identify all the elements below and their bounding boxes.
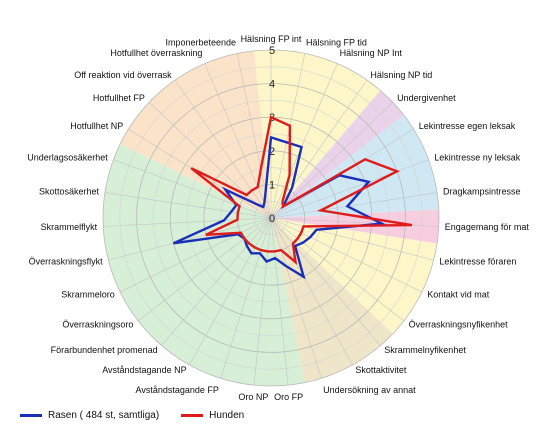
category-label: Avståndstagande FP <box>136 385 219 395</box>
tick-label: 1 <box>269 179 275 191</box>
category-label: Överraskningsoro <box>62 320 133 330</box>
series-line-rasen <box>172 135 386 280</box>
grid-spoke <box>270 217 381 346</box>
grid-spoke <box>270 159 429 219</box>
category-label: Hälsning NP Int <box>340 48 403 58</box>
sector-band-6 <box>103 144 305 386</box>
category-label: Dragkampsintresse <box>443 187 521 197</box>
grid-spoke <box>189 217 272 366</box>
tick-label: 4 <box>269 79 275 91</box>
category-label: Undersökning av annat <box>323 385 416 395</box>
category-label: Skottosäkerhet <box>39 187 100 197</box>
grid-spoke <box>253 217 272 386</box>
legend-item-rasen: Rasen ( 484 st, samtliga) <box>20 410 159 421</box>
grid-spoke <box>270 79 368 219</box>
grid-spoke <box>270 217 434 261</box>
tick-label: 0 <box>269 213 275 225</box>
category-label: Undergivenhet <box>397 93 456 103</box>
category-label: Hotfullhet NP <box>70 121 123 131</box>
category-label: Skottaktivitet <box>355 365 407 375</box>
category-label: Hälsning FP int <box>241 34 302 44</box>
grid-spoke <box>270 217 422 293</box>
category-label: Skrammelflykt <box>41 222 98 232</box>
grid-spoke <box>270 102 393 219</box>
legend-swatch-hunden <box>181 414 204 417</box>
grid-spoke <box>120 217 272 293</box>
grid-spoke <box>103 217 272 227</box>
category-label: Imponerbeteende <box>165 38 236 48</box>
category-label: Oro NP <box>238 392 268 402</box>
grid-spoke <box>270 192 438 219</box>
grid-spoke <box>270 217 289 386</box>
series-line-hunden <box>190 115 413 266</box>
grid-spoke <box>137 217 272 322</box>
category-label: Skrammeloro <box>61 290 115 300</box>
category-label: Hälsning NP tid <box>370 70 432 80</box>
category-label: Off reaktion vid överrask <box>74 70 172 80</box>
category-label: Lekintresse ny leksak <box>434 153 521 163</box>
category-label: Förarbundenhet promenad <box>51 345 158 355</box>
sector-band-7 <box>120 50 271 218</box>
legend-swatch-rasen <box>20 414 42 417</box>
grid-spoke <box>220 217 272 379</box>
category-label: Överraskningsflykt <box>29 257 104 267</box>
category-label: Underlagsosäkerhet <box>27 153 108 163</box>
sector-band-0 <box>254 50 381 219</box>
grid-spoke <box>149 102 272 219</box>
sector-band-5 <box>271 218 393 383</box>
category-label: Avståndstagande NP <box>102 365 186 375</box>
grid-spoke <box>104 192 272 219</box>
grid-spoke <box>108 217 272 261</box>
legend-label-hunden: Hunden <box>209 410 245 421</box>
grid-spoke <box>113 159 272 219</box>
grid-spoke <box>174 79 272 219</box>
grid-spoke <box>270 217 322 379</box>
category-label: Hotfullhet överraskning <box>110 48 202 58</box>
category-label: Engagemang för mat <box>445 222 530 232</box>
grid-spoke <box>270 53 306 219</box>
category-label: Lekintresse föraren <box>439 257 516 267</box>
sector-band-2 <box>271 115 439 218</box>
category-label: Hälsning FP tid <box>306 38 367 48</box>
category-label: Överraskningsnyfikenhet <box>409 320 509 330</box>
category-label: Lekintresse egen leksak <box>419 121 516 131</box>
legend-item-hunden: Hunden <box>181 410 244 421</box>
category-label: Skrammelnyfikenhet <box>384 345 466 355</box>
tick-label: 5 <box>269 45 275 57</box>
legend: Rasen ( 484 st, samtliga) Hunden <box>20 410 266 421</box>
tick-label: 2 <box>269 146 275 158</box>
grid-spoke <box>270 217 405 322</box>
category-label: Oro FP <box>274 392 303 402</box>
grid-spoke <box>161 217 272 346</box>
category-label: Kontakt vid mat <box>427 290 490 300</box>
grid-spoke <box>270 63 338 219</box>
series-lines <box>172 115 413 280</box>
legend-label-rasen: Rasen ( 484 st, samtliga) <box>48 410 160 421</box>
grid-spoke <box>204 63 272 219</box>
grid-spoke <box>270 217 353 366</box>
category-label: Hotfullhet FP <box>93 93 145 103</box>
